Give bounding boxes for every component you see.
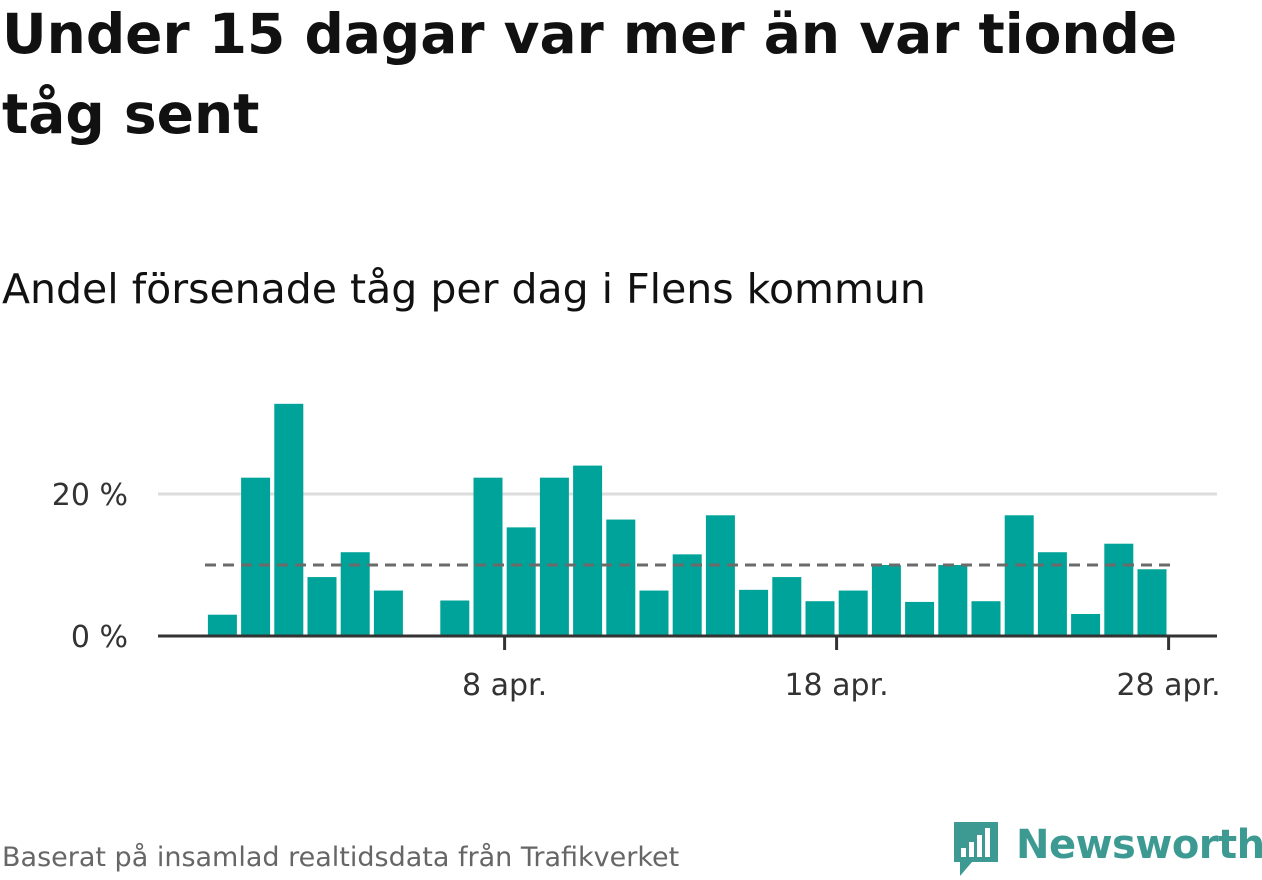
- source-note: Baserat på insamlad realtidsdata från Tr…: [2, 842, 680, 873]
- bar-13-apr-: [639, 590, 669, 636]
- bars: [207, 403, 1167, 636]
- bar-chart-speech-bubble-icon: [954, 822, 998, 876]
- bar-2-apr-: [274, 403, 304, 636]
- brand-name: Newsworthy: [1016, 822, 1262, 868]
- x-tick-label: 28 apr.: [1116, 668, 1220, 703]
- y-tick-label: 0 %: [71, 620, 128, 655]
- chart-title: Under 15 dagar var mer än var tionde tåg…: [2, 2, 1178, 146]
- bar-15-apr-: [705, 515, 735, 636]
- bar-24-apr-: [1004, 515, 1034, 636]
- bar-14-apr-: [672, 554, 702, 636]
- bar-11-apr-: [573, 465, 603, 636]
- bar-31-mar-: [207, 614, 237, 636]
- chart-subtitle: Andel försenade tåg per dag i Flens komm…: [2, 265, 926, 313]
- bar-10-apr-: [539, 477, 569, 636]
- bar-3-apr-: [307, 577, 337, 636]
- bar-26-apr-: [1071, 613, 1101, 636]
- bar-7-apr-: [440, 600, 470, 636]
- bar-1-apr-: [241, 477, 271, 636]
- bar-9-apr-: [506, 527, 536, 636]
- bar-17-apr-: [772, 577, 802, 636]
- axes: 0 % 20 % 8 apr. 18 apr. 28 apr.: [52, 478, 1221, 703]
- x-tick-label: 8 apr.: [462, 668, 547, 703]
- bar-27-apr-: [1104, 543, 1134, 636]
- bar-16-apr-: [739, 589, 769, 636]
- bar-21-apr-: [905, 601, 935, 636]
- bar-20-apr-: [871, 565, 901, 636]
- bar-8-apr-: [473, 477, 503, 636]
- brand-logo: Newsworthy: [950, 818, 1262, 880]
- x-tick-label: 18 apr.: [784, 668, 888, 703]
- bar-19-apr-: [838, 590, 868, 636]
- bar-23-apr-: [971, 601, 1001, 636]
- bar-22-apr-: [938, 565, 968, 636]
- bar-28-apr-: [1137, 569, 1167, 636]
- bar-5-apr-: [373, 590, 403, 636]
- bar-12-apr-: [606, 519, 636, 636]
- bar-18-apr-: [805, 601, 835, 636]
- y-tick-label: 20 %: [52, 478, 128, 513]
